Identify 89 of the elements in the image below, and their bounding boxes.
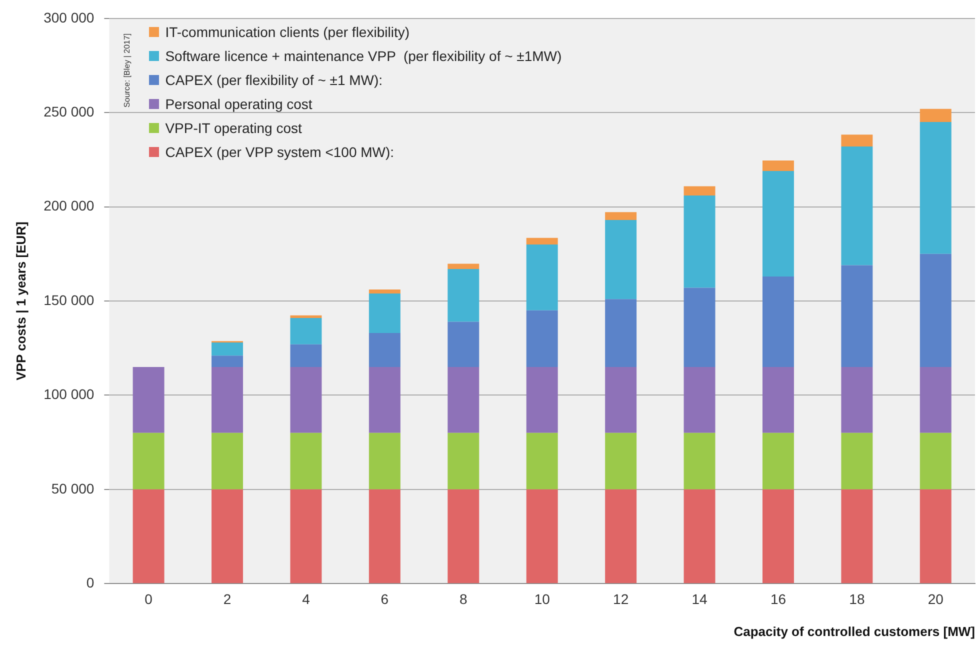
bar <box>290 315 322 318</box>
bar <box>526 238 558 244</box>
x-tick-label: 18 <box>849 590 865 607</box>
legend-label: VPP-IT operating cost <box>165 119 302 138</box>
x-tick-label: 0 <box>144 590 153 607</box>
bar <box>448 322 480 367</box>
bar <box>762 366 794 433</box>
bar <box>368 489 400 584</box>
legend-label: Software licence + maintenance VPP (per flexibility of ~ ±1MW) <box>165 47 562 66</box>
bar <box>841 366 873 433</box>
bar <box>605 212 637 220</box>
bar <box>920 254 952 367</box>
bar <box>212 356 244 367</box>
y-tick-label: 50 000 <box>51 480 94 496</box>
y-tick-label: 0 <box>86 574 94 590</box>
y-tick-label: 150 000 <box>44 292 94 308</box>
bar <box>290 318 322 344</box>
bar <box>368 432 400 490</box>
bar <box>132 432 164 490</box>
bar <box>684 195 716 288</box>
bar <box>212 489 244 584</box>
bar <box>448 489 480 584</box>
x-tick-label: 20 <box>928 590 944 607</box>
bar <box>212 342 244 356</box>
bar <box>368 333 400 367</box>
bar <box>920 489 952 584</box>
bar <box>684 288 716 367</box>
bar <box>920 366 952 433</box>
y-tick-label: 100 000 <box>44 386 94 402</box>
bar <box>212 432 244 490</box>
x-tick-label: 2 <box>223 590 232 607</box>
y-tick-label: 200 000 <box>44 198 94 214</box>
bar <box>920 108 952 122</box>
x-tick-label: 6 <box>380 590 389 607</box>
bar <box>762 171 794 277</box>
bar <box>526 244 558 310</box>
bar <box>448 432 480 490</box>
bar <box>605 299 637 367</box>
bar <box>448 264 480 269</box>
bar <box>368 366 400 433</box>
bar <box>290 489 322 584</box>
bar <box>841 489 873 584</box>
annotation: Source: [Bley | 2017] <box>122 33 132 108</box>
bar <box>684 366 716 433</box>
bar <box>368 290 400 294</box>
bar <box>684 432 716 490</box>
bar <box>920 432 952 490</box>
x-tick-label: 8 <box>459 590 468 607</box>
bar <box>448 268 480 322</box>
bar <box>841 146 873 266</box>
x-axis-title: Capacity of controlled customers [MW] <box>734 624 975 639</box>
y-axis-title: VPP costs | 1 years [EUR] <box>13 222 28 380</box>
bar <box>526 310 558 367</box>
bar <box>762 160 794 172</box>
bar <box>762 432 794 490</box>
x-tick-label: 14 <box>692 590 708 607</box>
bar <box>132 366 164 433</box>
bar <box>605 432 637 490</box>
y-tick-label: 300 000 <box>44 9 94 26</box>
bar <box>290 432 322 490</box>
legend-label: CAPEX (per flexibility of ~ ±1 MW): <box>165 71 383 90</box>
legend-label: Personal operating cost <box>165 95 312 114</box>
y-tick-label: 250 000 <box>44 103 94 120</box>
x-tick-label: 4 <box>302 590 310 607</box>
bar <box>368 293 400 334</box>
bar <box>526 489 558 584</box>
bar <box>762 276 794 367</box>
bar <box>526 366 558 433</box>
bar <box>920 122 952 254</box>
bar <box>841 134 873 147</box>
bar <box>841 265 873 367</box>
bar <box>684 186 716 196</box>
bar <box>605 220 637 300</box>
bar <box>762 489 794 584</box>
bar <box>526 432 558 490</box>
x-tick-label: 12 <box>613 590 629 607</box>
bar <box>132 489 164 584</box>
bar <box>605 489 637 584</box>
bar <box>684 489 716 584</box>
bar <box>290 344 322 367</box>
bar <box>841 432 873 490</box>
legend-label: IT-communication clients (per flexibility) <box>165 23 410 42</box>
legend-label: CAPEX (per VPP system <100 MW): <box>165 143 394 162</box>
bar <box>212 366 244 433</box>
bar <box>448 366 480 433</box>
x-tick-label: 16 <box>770 590 786 607</box>
bar <box>290 366 322 433</box>
x-tick-label: 10 <box>534 590 550 607</box>
bar <box>605 366 637 433</box>
